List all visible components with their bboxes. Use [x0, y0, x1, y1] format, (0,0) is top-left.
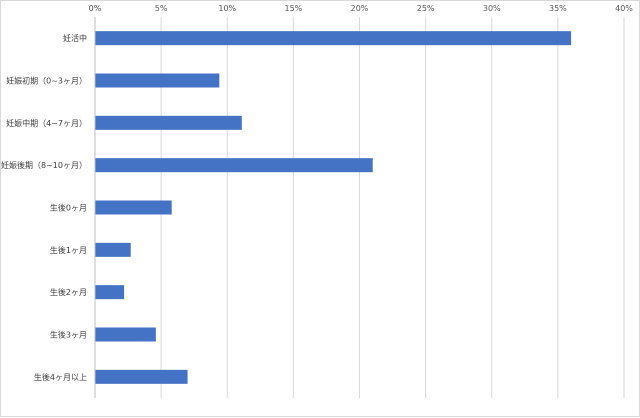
x-tick-label: 15% [284, 4, 302, 13]
x-tick-label: 0% [89, 4, 102, 13]
category-label: 生後2ヶ月 [50, 287, 87, 297]
category-label: 生後3ヶ月 [50, 330, 87, 340]
x-tick-label: 5% [155, 4, 168, 13]
bar [95, 73, 220, 88]
category-label: 生後4ヶ月以上 [34, 372, 87, 382]
x-tick-label: 35% [549, 4, 567, 13]
category-label: 生後0ヶ月 [50, 203, 87, 213]
category-label: 妊活中 [63, 33, 87, 43]
bar [95, 31, 572, 46]
x-tick-label: 40% [615, 4, 633, 13]
bar [95, 200, 172, 215]
bar [95, 327, 156, 342]
category-label: 妊娠中期（4~7ヶ月） [6, 118, 87, 128]
x-tick-label: 20% [351, 4, 369, 13]
bar [95, 115, 242, 130]
category-label: 妊娠初期（0~3ヶ月） [6, 76, 87, 86]
x-tick-label: 30% [483, 4, 501, 13]
bar [95, 158, 373, 173]
bar [95, 242, 131, 257]
x-tick-label: 25% [417, 4, 435, 13]
category-label: 妊娠後期（8~10ヶ月） [1, 160, 87, 170]
x-tick-label: 10% [218, 4, 236, 13]
bar [95, 369, 188, 384]
category-label: 生後1ヶ月 [50, 245, 87, 255]
bar [95, 285, 125, 300]
